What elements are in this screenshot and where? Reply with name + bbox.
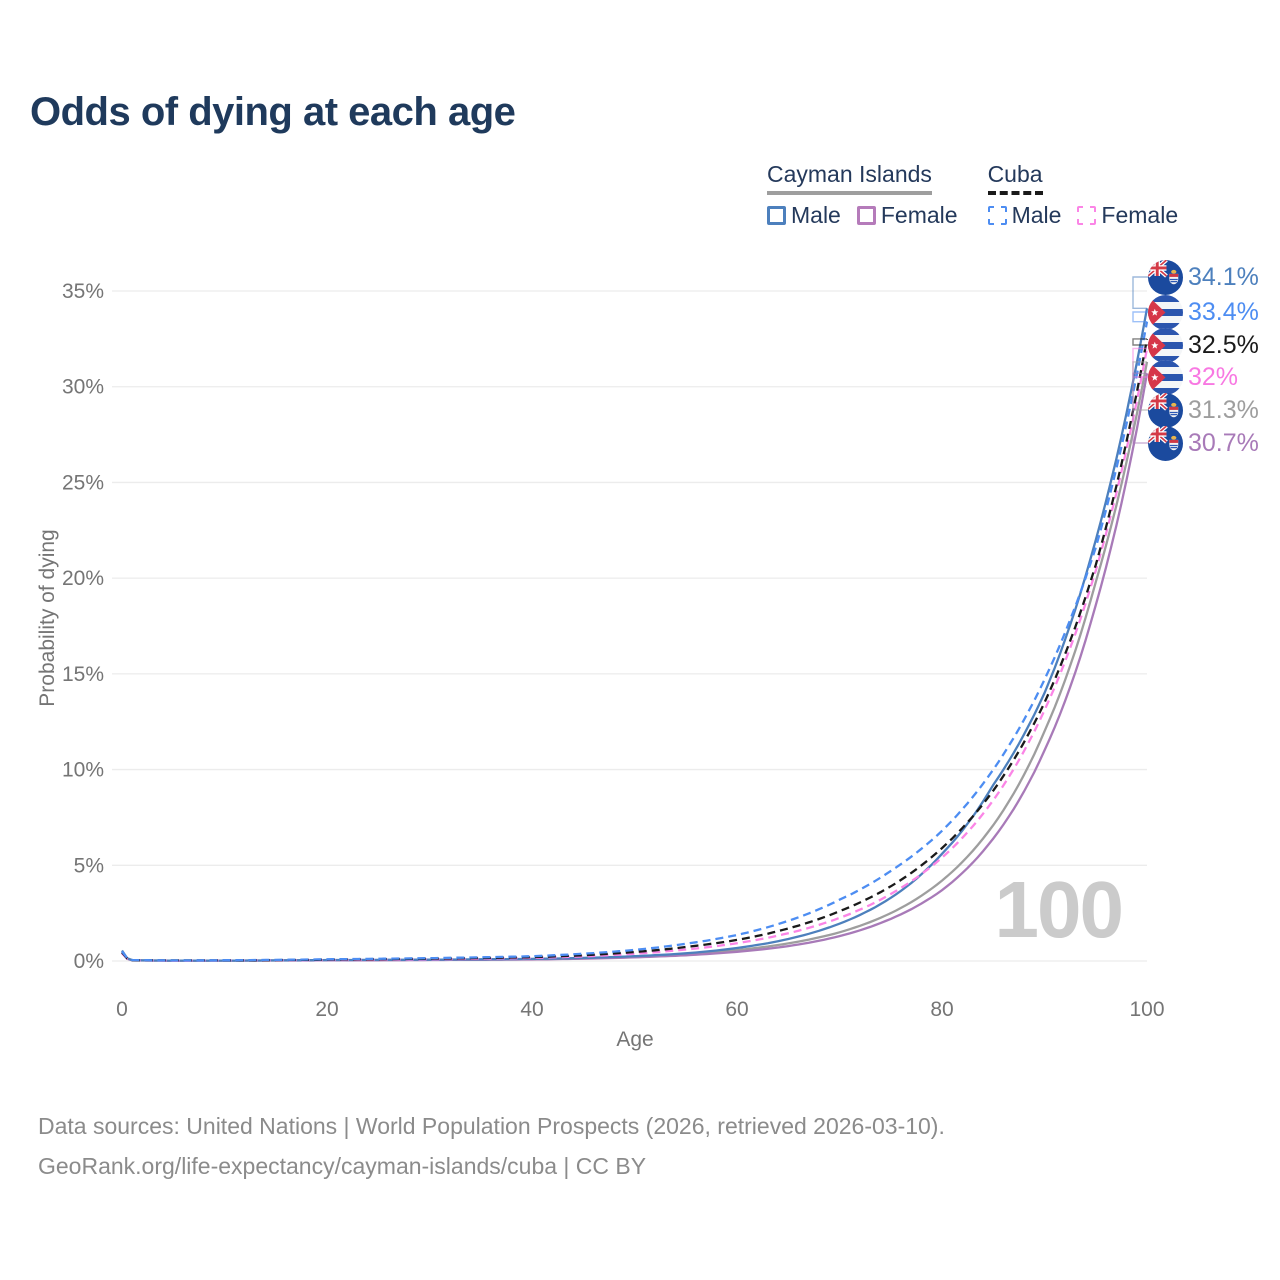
legend-label-cuba-female: Female [1101, 202, 1179, 228]
y-tick-label: 15% [62, 663, 104, 686]
legend-row-cuba: Male Female [987, 202, 1178, 229]
end-label-connector [1132, 372, 1151, 444]
legend: Cayman Islands Male Female Cuba Male [767, 161, 1178, 229]
x-tick-label: 20 [315, 998, 338, 1021]
y-tick-label: 5% [74, 854, 104, 877]
series-line-cuba-both [121, 338, 1149, 962]
y-tick-label: 0% [74, 950, 104, 973]
end-label-connector [1132, 311, 1151, 323]
legend-swatch-cayman-male[interactable] [767, 206, 786, 225]
end-label-row: 32% [1148, 359, 1238, 395]
end-label-row: 32.5% [1148, 327, 1259, 363]
x-tick-label: 60 [725, 998, 748, 1021]
legend-swatch-cayman-female[interactable] [856, 206, 876, 225]
series-line-cuba-male [121, 321, 1149, 962]
cuba-flag-icon [1148, 295, 1183, 330]
footer-attribution: GeoRank.org/life-expectancy/cayman-islan… [38, 1153, 647, 1179]
legend-swatch-cuba-male[interactable] [987, 206, 1007, 225]
legend-swatch-cuba-female[interactable] [1077, 206, 1097, 225]
y-tick-label: 20% [62, 567, 104, 590]
cayman-islands-flag-icon [1148, 426, 1183, 461]
legend-group-title-cayman-islands: Cayman Islands [767, 161, 932, 195]
legend-row-cayman-islands: Male Female [767, 202, 958, 229]
legend-group-cayman-islands: Cayman Islands Male Female [767, 161, 958, 229]
series-line-cuba-female [121, 348, 1149, 962]
end-label-value: 33.4% [1188, 297, 1259, 326]
page-title: Odds of dying at each age [30, 90, 516, 134]
end-label-value: 32% [1188, 362, 1239, 391]
y-tick-label: 25% [62, 471, 104, 494]
end-label-connector [1132, 338, 1151, 346]
end-label-row: 31.3% [1148, 392, 1259, 428]
legend-item-cayman-male[interactable]: Male [767, 202, 841, 229]
legend-label-cayman-female: Female [880, 202, 958, 228]
x-tick-label: 100 [1129, 998, 1164, 1021]
footer: Data sources: United Nations | World Pop… [38, 1106, 945, 1186]
y-tick-label: 30% [62, 376, 104, 399]
cayman-islands-flag-icon [1148, 393, 1183, 428]
footer-data-sources: Data sources: United Nations | World Pop… [38, 1113, 945, 1139]
y-tick-label: 10% [62, 759, 104, 782]
end-label-connector [1132, 276, 1151, 309]
legend-group-cuba: Cuba Male Female [987, 161, 1178, 229]
legend-label-cayman-male: Male [791, 202, 841, 228]
cuba-flag-icon [1148, 360, 1183, 395]
end-label-value: 32.5% [1188, 330, 1259, 359]
y-axis-title: Probability of dying [36, 529, 59, 707]
legend-item-cuba-male[interactable]: Male [987, 202, 1062, 229]
end-label-row: 34.1% [1148, 259, 1259, 295]
x-tick-label: 40 [520, 998, 543, 1021]
end-label-row: 33.4% [1148, 294, 1259, 330]
legend-label-cuba-male: Male [1011, 202, 1062, 228]
x-tick-label: 0 [116, 998, 128, 1021]
legend-item-cayman-female[interactable]: Female [856, 202, 958, 229]
legend-group-title-cuba: Cuba [987, 161, 1043, 195]
end-label-value: 31.3% [1188, 395, 1259, 424]
x-tick-label: 80 [930, 998, 953, 1021]
age-watermark: 100 [994, 865, 1124, 954]
end-label-value: 34.1% [1188, 262, 1259, 291]
end-label-value: 30.7% [1188, 428, 1259, 457]
series-line-cayman-islands-male [121, 308, 1149, 962]
y-tick-label: 35% [62, 280, 104, 303]
cuba-flag-icon [1148, 328, 1183, 363]
end-label-row: 30.7% [1148, 425, 1259, 461]
x-axis-title: Age [616, 1028, 654, 1051]
cayman-islands-flag-icon [1148, 260, 1183, 295]
legend-item-cuba-female[interactable]: Female [1077, 202, 1178, 229]
